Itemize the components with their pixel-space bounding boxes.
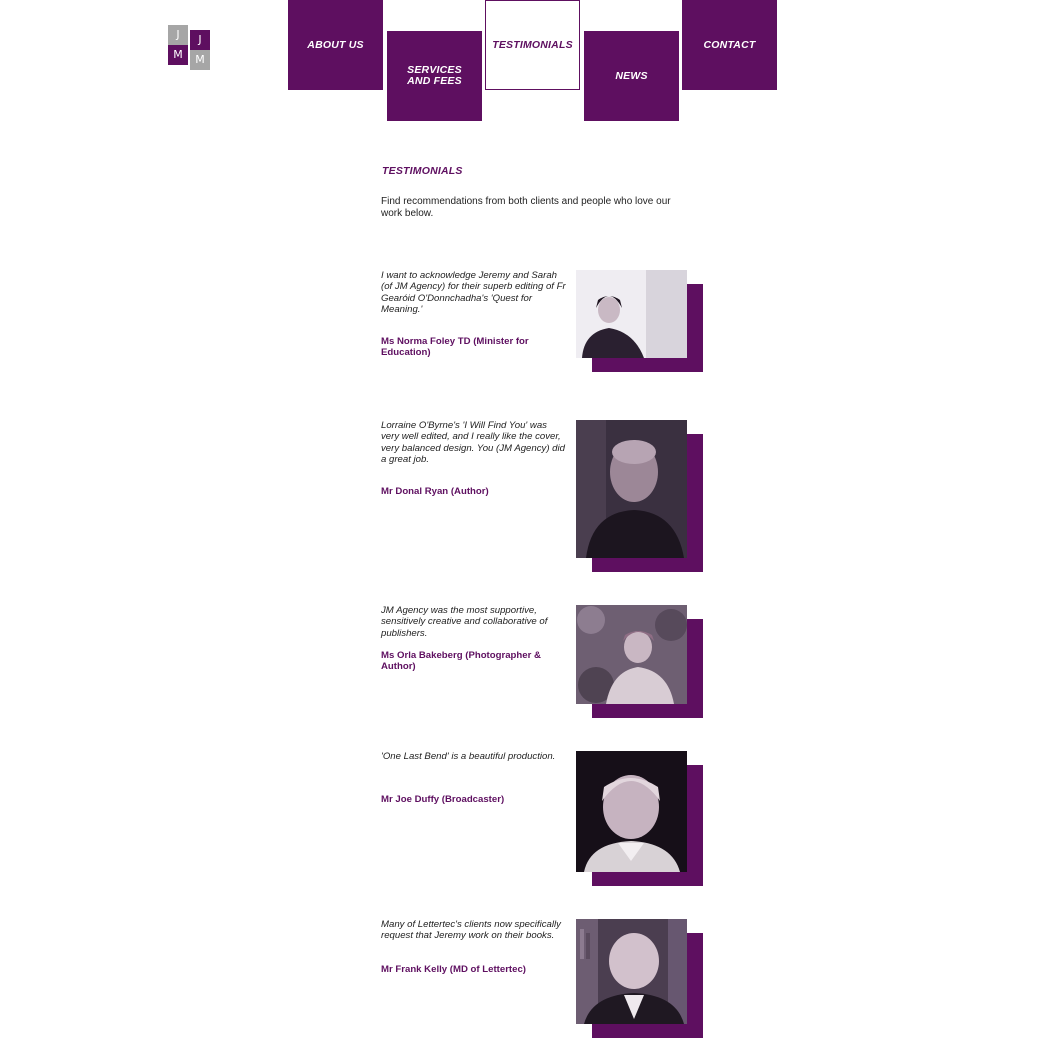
nav-about-us[interactable]: ABOUT US [288, 0, 383, 90]
testimonial-author: Ms Orla Bakeberg (Photographer & Author) [381, 650, 541, 673]
testimonial-author: Mr Joe Duffy (Broadcaster) [381, 794, 505, 805]
portrait-photo [576, 751, 687, 872]
nav-label: ABOUT US [307, 38, 364, 51]
portrait-photo [576, 919, 687, 1024]
nav-label-line: SERVICES [407, 64, 462, 76]
site-logo[interactable]: J J M M [168, 25, 212, 70]
testimonial-quote: Lorraine O'Byrne's 'I Will Find You' was… [381, 420, 565, 466]
testimonial-quote: I want to acknowledge Jeremy and Sarah (… [381, 270, 566, 316]
testimonial-item: 'One Last Bend' is a beautiful productio… [381, 751, 711, 886]
testimonial-item: JM Agency was the most supportive, sensi… [381, 605, 711, 720]
logo-square: M [190, 50, 210, 70]
page-title: TESTIMONIALS [382, 165, 463, 177]
testimonial-item: Lorraine O'Byrne's 'I Will Find You' was… [381, 420, 711, 572]
testimonial-quote: 'One Last Bend' is a beautiful productio… [381, 751, 556, 762]
testimonial-item: Many of Lettertec's clients now specific… [381, 919, 711, 1039]
nav-label-line: AND FEES [407, 75, 462, 87]
nav-label: CONTACT [703, 38, 756, 51]
nav-label: SERVICES AND FEES [407, 65, 462, 87]
logo-square: M [168, 45, 188, 65]
portrait-photo [576, 420, 687, 558]
nav-contact[interactable]: CONTACT [682, 0, 777, 90]
logo-square: J [168, 25, 188, 45]
nav-news[interactable]: NEWS [584, 31, 679, 121]
portrait-photo [576, 270, 687, 358]
testimonial-quote: JM Agency was the most supportive, sensi… [381, 605, 548, 639]
portrait-photo [576, 605, 687, 704]
testimonial-quote: Many of Lettertec's clients now specific… [381, 919, 561, 942]
testimonial-item: I want to acknowledge Jeremy and Sarah (… [381, 270, 711, 375]
nav-label: NEWS [615, 69, 648, 82]
nav-label: TESTIMONIALS [492, 38, 573, 51]
testimonial-author: Ms Norma Foley TD (Minister for Educatio… [381, 336, 529, 359]
testimonial-author: Mr Frank Kelly (MD of Lettertec) [381, 964, 526, 975]
testimonial-author: Mr Donal Ryan (Author) [381, 486, 489, 497]
logo-square: J [190, 30, 210, 50]
intro-text: Find recommendations from both clients a… [381, 196, 671, 219]
nav-services-and-fees[interactable]: SERVICES AND FEES [387, 31, 482, 121]
nav-testimonials[interactable]: TESTIMONIALS [485, 0, 580, 90]
